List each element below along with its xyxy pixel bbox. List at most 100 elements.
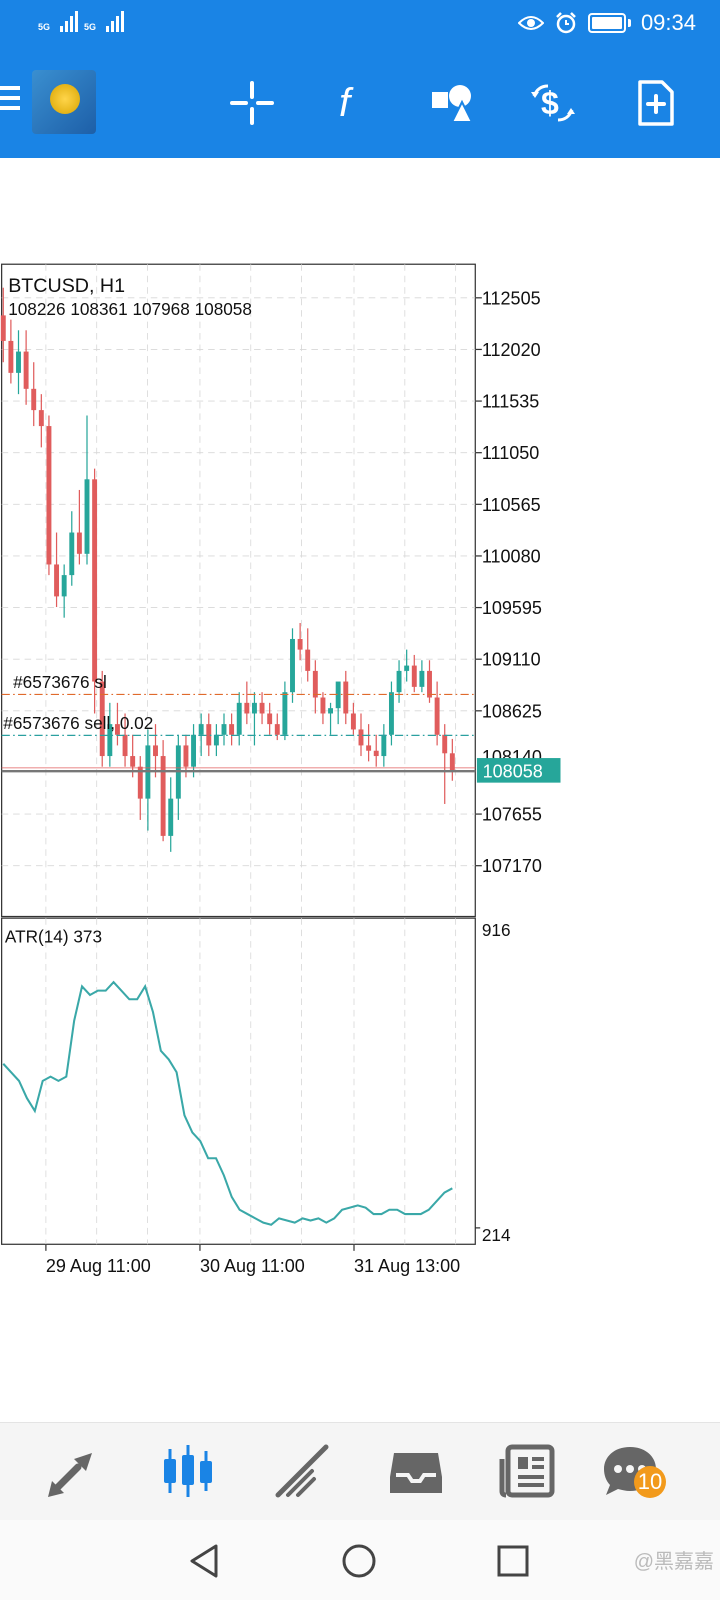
status-bar: 5G 5G 09:34 [0, 0, 720, 48]
time-label: 30 Aug 11:00 [200, 1256, 305, 1276]
watermark: @黑嘉嘉 [633, 1551, 714, 1573]
price-tick-label: 111535 [482, 392, 539, 412]
trade-icon[interactable] [44, 1441, 104, 1501]
candle-body [343, 681, 349, 714]
price-tick-label: 109595 [482, 598, 542, 618]
candle-body [320, 697, 326, 714]
candle-body [434, 697, 440, 735]
candle-body [312, 670, 318, 698]
recents-icon[interactable] [494, 1542, 532, 1580]
system-navigation [0, 1520, 720, 1600]
candle-body [305, 649, 311, 671]
new-order-icon[interactable] [630, 78, 680, 128]
candle-body [8, 340, 14, 373]
candle-body [229, 724, 235, 735]
crosshair-icon[interactable] [227, 78, 277, 128]
candle-body [274, 724, 280, 735]
battery-icon [587, 13, 626, 33]
eye-icon [517, 16, 544, 30]
candle-body [335, 681, 341, 709]
price-tick-label: 112020 [482, 340, 541, 360]
candle-body [442, 734, 448, 754]
candle-body [366, 745, 372, 751]
candle-body [46, 426, 52, 565]
sl-label: #6573676 sl [13, 672, 107, 692]
atr-label: ATR(14) 373 [5, 927, 102, 947]
candle-body [449, 753, 455, 772]
candle-body [130, 756, 136, 767]
candle-body [153, 745, 158, 757]
candle-body [69, 532, 75, 576]
signal-indicators: 5G 5G [38, 10, 124, 32]
candle-body [373, 750, 379, 757]
network-type-2: 5G [84, 22, 97, 32]
price-chart[interactable]: #6573676 sl #6573676 sell, 0.02 BTCUSD, H1… [0, 158, 590, 1380]
price-tick-label: 108625 [482, 701, 542, 721]
candle-body [92, 479, 98, 682]
symbol-dollar-icon[interactable]: $ [528, 78, 578, 128]
back-icon[interactable] [186, 1542, 222, 1580]
candle-body [388, 692, 394, 735]
objects-icon[interactable] [428, 78, 478, 128]
candle-body [396, 670, 402, 693]
current-price-badge [476, 758, 561, 783]
candle-body [282, 692, 288, 735]
candle-body [198, 724, 204, 735]
candle-body [251, 702, 257, 714]
atr-max-label: 916 [482, 920, 511, 940]
chart-icon[interactable] [158, 1441, 218, 1501]
candle-body [23, 351, 29, 389]
chat-badge: 10 [634, 1466, 666, 1498]
news-icon[interactable] [498, 1441, 558, 1501]
candle-body [206, 724, 212, 746]
svg-text:$: $ [541, 85, 559, 121]
price-tick-label: 110080 [482, 547, 541, 567]
function-icon[interactable]: f [325, 78, 375, 128]
candle-body [76, 532, 82, 554]
candle-body [168, 798, 174, 836]
price-tick-label: 112505 [482, 288, 541, 308]
home-icon[interactable] [340, 1542, 378, 1580]
time-label: 31 Aug 13:00 [354, 1256, 460, 1276]
signal-bars-2-icon [106, 10, 124, 32]
metatrader-logo[interactable] [32, 70, 96, 134]
candle-body [427, 670, 432, 698]
candle-body [290, 638, 295, 693]
indicator-frame [1, 917, 476, 1245]
candle-body [137, 766, 143, 799]
time-label: 29 Aug 11:00 [46, 1256, 151, 1276]
candle-body [160, 756, 166, 836]
candle-body [244, 702, 250, 714]
current-price-label: 108058 [483, 762, 543, 782]
candle-body [0, 315, 6, 341]
symbol-timeframe: BTCUSD, H1 [8, 275, 125, 297]
candle-body [419, 670, 425, 687]
network-type-1: 5G [38, 22, 51, 32]
candle-body [99, 681, 105, 757]
candle-body [213, 734, 219, 746]
candle-body [411, 665, 417, 687]
inbox-icon[interactable] [386, 1441, 446, 1501]
menu-icon[interactable] [0, 86, 20, 116]
price-tick-label: 109110 [482, 650, 541, 670]
price-tick-label: 107655 [482, 805, 542, 825]
candle-body [31, 388, 37, 411]
history-icon[interactable] [272, 1441, 332, 1501]
candle-body [54, 564, 60, 597]
candle-body [38, 410, 44, 427]
candle-body [267, 713, 273, 725]
bottom-navigation [0, 1422, 720, 1521]
atr-min-label: 214 [482, 1225, 511, 1245]
candle-body [183, 745, 189, 767]
candle-body [297, 638, 303, 650]
candle-body [107, 724, 113, 757]
atr-line [2, 980, 453, 1226]
price-tick-label: 110565 [482, 495, 541, 515]
price-tick-label: 107170 [482, 856, 542, 876]
candle-body [328, 708, 334, 714]
signal-bars-1-icon [60, 10, 78, 32]
candle-body [259, 702, 265, 714]
price-tick-label: 111050 [482, 443, 539, 463]
svg-text:f: f [339, 81, 354, 125]
alarm-icon [556, 12, 576, 34]
